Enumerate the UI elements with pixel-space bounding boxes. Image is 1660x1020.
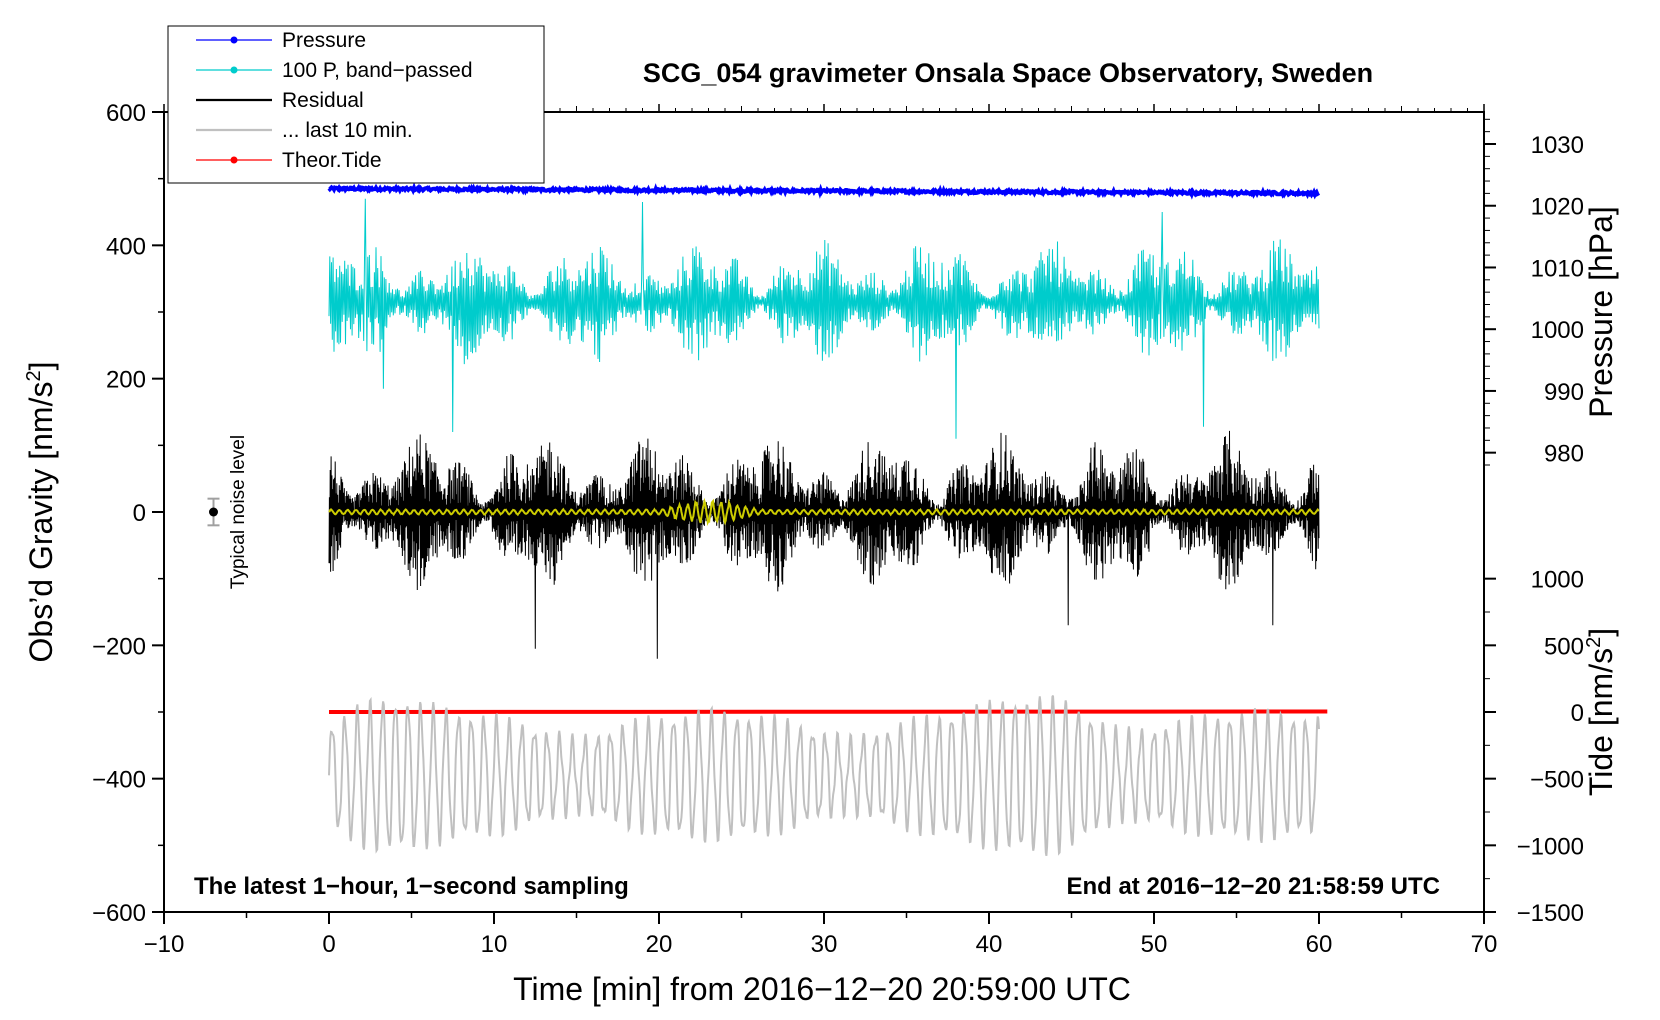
pressure-tick-label: 1000 (1531, 317, 1584, 344)
noise-level-label: Typical noise level (228, 435, 249, 589)
legend-label: Pressure (282, 29, 366, 52)
noise-point (209, 507, 218, 517)
y-tick-label: −200 (92, 633, 146, 660)
y-tick-label: 400 (106, 233, 146, 260)
x-axis-title: Time [min] from 2016−12−20 20:59:00 UTC (513, 971, 1131, 1007)
x-tick-label: 30 (811, 931, 838, 958)
y-tick-label: 600 (106, 100, 146, 127)
legend: Pressure 100 P, band−passed Residual ... la… (167, 25, 545, 184)
legend-label: ... last 10 min. (282, 119, 413, 142)
legend-marker (230, 66, 238, 74)
tide-tick-label: 0 (1571, 700, 1584, 727)
tide-tick-label: 1000 (1531, 567, 1584, 594)
series-residual-smoothed-line (328, 497, 1320, 526)
y-axis-ticks: −600 −400 −200 0 200 400 600 (92, 100, 164, 927)
pressure-tick-label: 980 (1544, 441, 1584, 468)
y-tick-label: −400 (92, 767, 146, 794)
pressure-tick-label: 1010 (1531, 255, 1584, 282)
annotation-sampling: The latest 1−hour, 1−second sampling (194, 873, 629, 900)
tide-tick-label: 500 (1544, 633, 1584, 660)
x-tick-label: 60 (1306, 931, 1333, 958)
pressure-tick-label: 990 (1544, 379, 1584, 406)
y-tick-label: 200 (106, 367, 146, 394)
series-theor-tide-line (328, 709, 1328, 714)
tide-tick-label: −500 (1530, 767, 1584, 794)
series-last-10-min-line (328, 695, 1320, 856)
tide-axis-ticks: −1500 −1000 −500 0 500 1000 (1484, 567, 1584, 927)
tide-tick-label: −1500 (1517, 900, 1584, 927)
tide-axis-title-text: Tide [nm/s (1583, 648, 1619, 796)
annotation-end-time: End at 2016−12−20 21:58:59 UTC (1066, 873, 1440, 900)
x-tick-label: 0 (322, 931, 335, 958)
y-axis-title-end: ] (23, 362, 59, 371)
tide-tick-label: −1000 (1517, 833, 1584, 860)
pressure-tick-label: 1030 (1531, 132, 1584, 159)
noise-level-indicator (207, 497, 220, 527)
y-axis-title: Obs’d Gravity [nm/s2] (23, 362, 59, 663)
series-band-passed-line (328, 198, 1320, 439)
legend-label: Residual (282, 89, 364, 112)
tide-axis-title-sup: 2 (1583, 637, 1605, 648)
pressure-tick-label: 1020 (1531, 194, 1584, 221)
x-axis-ticks: −10 0 10 20 30 40 50 60 70 (144, 104, 1498, 958)
x-tick-label: 10 (481, 931, 508, 958)
y-axis-title-sup: 2 (23, 370, 45, 381)
series-layer (327, 182, 1328, 856)
y-tick-label: −600 (92, 900, 146, 927)
y-tick-label: 0 (133, 500, 146, 527)
legend-label: Theor.Tide (282, 149, 382, 172)
series-pressure-line (327, 182, 1321, 200)
x-tick-label: −10 (144, 931, 185, 958)
y-axis-title-text: Obs’d Gravity [nm/s (23, 382, 59, 663)
pressure-axis-ticks: 980 990 1000 1010 1020 1030 (1484, 118, 1584, 468)
legend-label: 100 P, band−passed (282, 59, 473, 82)
x-tick-label: 40 (976, 931, 1003, 958)
tide-axis-title: Tide [nm/s2] (1583, 628, 1619, 796)
x-tick-label: 70 (1471, 931, 1498, 958)
x-tick-label: 50 (1141, 931, 1168, 958)
chart-title: SCG_054 gravimeter Onsala Space Observat… (643, 58, 1373, 88)
legend-box (167, 25, 545, 184)
pressure-axis-title: Pressure [hPa] (1583, 206, 1619, 418)
series-residual-line (328, 430, 1320, 659)
legend-marker (230, 156, 238, 164)
legend-marker (230, 36, 238, 44)
x-tick-label: 20 (646, 931, 673, 958)
tide-axis-title-end: ] (1583, 628, 1619, 637)
